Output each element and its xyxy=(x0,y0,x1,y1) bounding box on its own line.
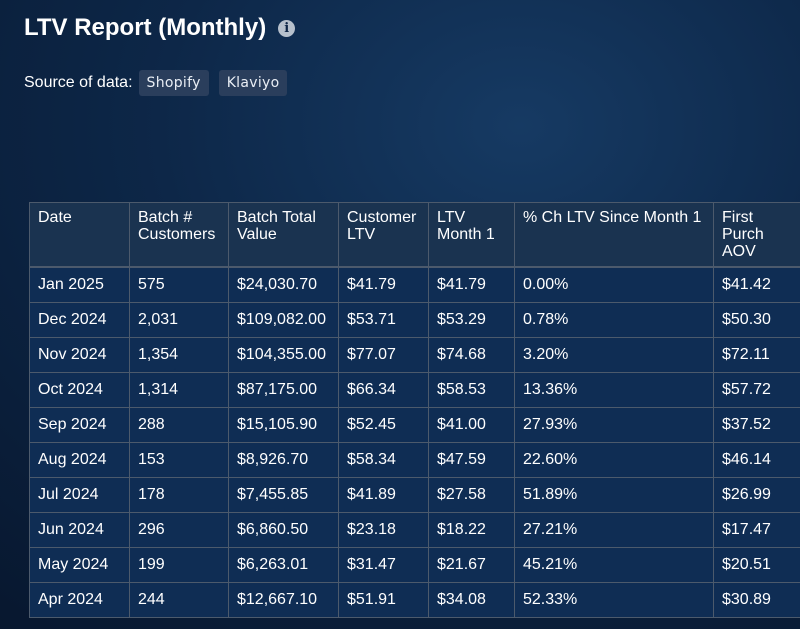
cell-ltv-month-1: $74.68 xyxy=(428,337,515,373)
cell-customer-ltv: $66.34 xyxy=(338,372,429,408)
column-header-batch-customers[interactable]: Batch # Customers xyxy=(129,202,229,268)
column-header-customer-ltv[interactable]: Customer LTV xyxy=(338,202,429,268)
cell-customer-ltv: $41.79 xyxy=(338,266,429,303)
cell-ltv-month-1: $34.08 xyxy=(428,582,515,618)
cell-ltv-month-1: $58.53 xyxy=(428,372,515,408)
info-icon[interactable]: i xyxy=(278,19,296,37)
cell-ltv-month-1: $27.58 xyxy=(428,477,515,513)
cell-batch-customers: 153 xyxy=(129,442,229,478)
column-header-ltv-month-1[interactable]: LTV Month 1 xyxy=(428,202,515,268)
cell-pct-change-ltv: 13.36% xyxy=(514,372,714,408)
source-chip-klaviyo: Klaviyo xyxy=(218,70,288,96)
table-row: Nov 2024 1,354 $104,355.00 $77.07 $74.68… xyxy=(29,337,800,373)
cell-first-purchase-aov: $72.11 xyxy=(713,337,800,373)
cell-pct-change-ltv: 51.89% xyxy=(514,477,714,513)
cell-first-purchase-aov: $26.99 xyxy=(713,477,800,513)
cell-date: Sep 2024 xyxy=(29,407,130,443)
cell-customer-ltv: $31.47 xyxy=(338,547,429,583)
cell-date: Apr 2024 xyxy=(29,582,130,618)
cell-batch-customers: 296 xyxy=(129,512,229,548)
cell-batch-customers: 1,314 xyxy=(129,372,229,408)
source-label: Source of data: xyxy=(24,74,133,91)
cell-first-purchase-aov: $57.72 xyxy=(713,372,800,408)
cell-customer-ltv: $53.71 xyxy=(338,302,429,338)
cell-pct-change-ltv: 27.21% xyxy=(514,512,714,548)
cell-batch-customers: 1,354 xyxy=(129,337,229,373)
table-body: Jan 2025 575 $24,030.70 $41.79 $41.79 0.… xyxy=(29,266,800,618)
cell-batch-total-value: $109,082.00 xyxy=(228,302,339,338)
table-row: Jul 2024 178 $7,455.85 $41.89 $27.58 51.… xyxy=(29,477,800,513)
cell-customer-ltv: $41.89 xyxy=(338,477,429,513)
cell-batch-total-value: $7,455.85 xyxy=(228,477,339,513)
cell-customer-ltv: $58.34 xyxy=(338,442,429,478)
cell-batch-customers: 244 xyxy=(129,582,229,618)
cell-date: Nov 2024 xyxy=(29,337,130,373)
cell-date: Jul 2024 xyxy=(29,477,130,513)
cell-first-purchase-aov: $50.30 xyxy=(713,302,800,338)
table-row: Aug 2024 153 $8,926.70 $58.34 $47.59 22.… xyxy=(29,442,800,478)
cell-batch-total-value: $104,355.00 xyxy=(228,337,339,373)
cell-batch-customers: 178 xyxy=(129,477,229,513)
page-title: LTV Report (Monthly) xyxy=(24,14,267,41)
cell-batch-customers: 199 xyxy=(129,547,229,583)
cell-ltv-month-1: $18.22 xyxy=(428,512,515,548)
cell-pct-change-ltv: 22.60% xyxy=(514,442,714,478)
source-chip-shopify: Shopify xyxy=(138,70,209,96)
cell-first-purchase-aov: $30.89 xyxy=(713,582,800,618)
table-row: Jun 2024 296 $6,860.50 $23.18 $18.22 27.… xyxy=(29,512,800,548)
cell-first-purchase-aov: $41.42 xyxy=(713,266,800,303)
cell-date: Aug 2024 xyxy=(29,442,130,478)
cell-pct-change-ltv: 3.20% xyxy=(514,337,714,373)
column-header-first-purchase-aov[interactable]: First Purch AOV xyxy=(713,202,800,268)
cell-batch-total-value: $6,263.01 xyxy=(228,547,339,583)
cell-batch-total-value: $6,860.50 xyxy=(228,512,339,548)
table-row: Dec 2024 2,031 $109,082.00 $53.71 $53.29… xyxy=(29,302,800,338)
cell-ltv-month-1: $47.59 xyxy=(428,442,515,478)
table-row: Sep 2024 288 $15,105.90 $52.45 $41.00 27… xyxy=(29,407,800,443)
cell-batch-customers: 575 xyxy=(129,266,229,303)
cell-pct-change-ltv: 52.33% xyxy=(514,582,714,618)
column-header-pct-change-ltv[interactable]: % Ch LTV Since Month 1 xyxy=(514,202,714,268)
cell-ltv-month-1: $21.67 xyxy=(428,547,515,583)
cell-first-purchase-aov: $17.47 xyxy=(713,512,800,548)
ltv-table-container: Date Batch # Customers Batch Total Value… xyxy=(29,202,800,618)
cell-batch-total-value: $8,926.70 xyxy=(228,442,339,478)
cell-first-purchase-aov: $20.51 xyxy=(713,547,800,583)
cell-ltv-month-1: $53.29 xyxy=(428,302,515,338)
report-header: LTV Report (Monthly) i xyxy=(24,14,296,42)
table-row: Oct 2024 1,314 $87,175.00 $66.34 $58.53 … xyxy=(29,372,800,408)
cell-customer-ltv: $52.45 xyxy=(338,407,429,443)
cell-date: Jan 2025 xyxy=(29,266,130,303)
cell-customer-ltv: $23.18 xyxy=(338,512,429,548)
cell-customer-ltv: $77.07 xyxy=(338,337,429,373)
cell-first-purchase-aov: $46.14 xyxy=(713,442,800,478)
cell-pct-change-ltv: 45.21% xyxy=(514,547,714,583)
table-row: Jan 2025 575 $24,030.70 $41.79 $41.79 0.… xyxy=(29,266,800,303)
cell-date: Oct 2024 xyxy=(29,372,130,408)
cell-batch-customers: 288 xyxy=(129,407,229,443)
table-row: Apr 2024 244 $12,667.10 $51.91 $34.08 52… xyxy=(29,582,800,618)
ltv-table: Date Batch # Customers Batch Total Value… xyxy=(29,202,800,618)
cell-date: May 2024 xyxy=(29,547,130,583)
cell-first-purchase-aov: $37.52 xyxy=(713,407,800,443)
cell-batch-total-value: $15,105.90 xyxy=(228,407,339,443)
cell-pct-change-ltv: 0.00% xyxy=(514,266,714,303)
column-header-batch-total-value[interactable]: Batch Total Value xyxy=(228,202,339,268)
cell-batch-total-value: $87,175.00 xyxy=(228,372,339,408)
cell-ltv-month-1: $41.00 xyxy=(428,407,515,443)
cell-batch-customers: 2,031 xyxy=(129,302,229,338)
cell-batch-total-value: $24,030.70 xyxy=(228,266,339,303)
cell-ltv-month-1: $41.79 xyxy=(428,266,515,303)
cell-date: Dec 2024 xyxy=(29,302,130,338)
column-header-date[interactable]: Date xyxy=(29,202,130,268)
cell-date: Jun 2024 xyxy=(29,512,130,548)
cell-customer-ltv: $51.91 xyxy=(338,582,429,618)
cell-pct-change-ltv: 27.93% xyxy=(514,407,714,443)
cell-batch-total-value: $12,667.10 xyxy=(228,582,339,618)
table-row: May 2024 199 $6,263.01 $31.47 $21.67 45.… xyxy=(29,547,800,583)
table-header-row: Date Batch # Customers Batch Total Value… xyxy=(29,202,800,268)
data-source-row: Source of data: Shopify Klaviyo xyxy=(24,70,297,96)
cell-pct-change-ltv: 0.78% xyxy=(514,302,714,338)
